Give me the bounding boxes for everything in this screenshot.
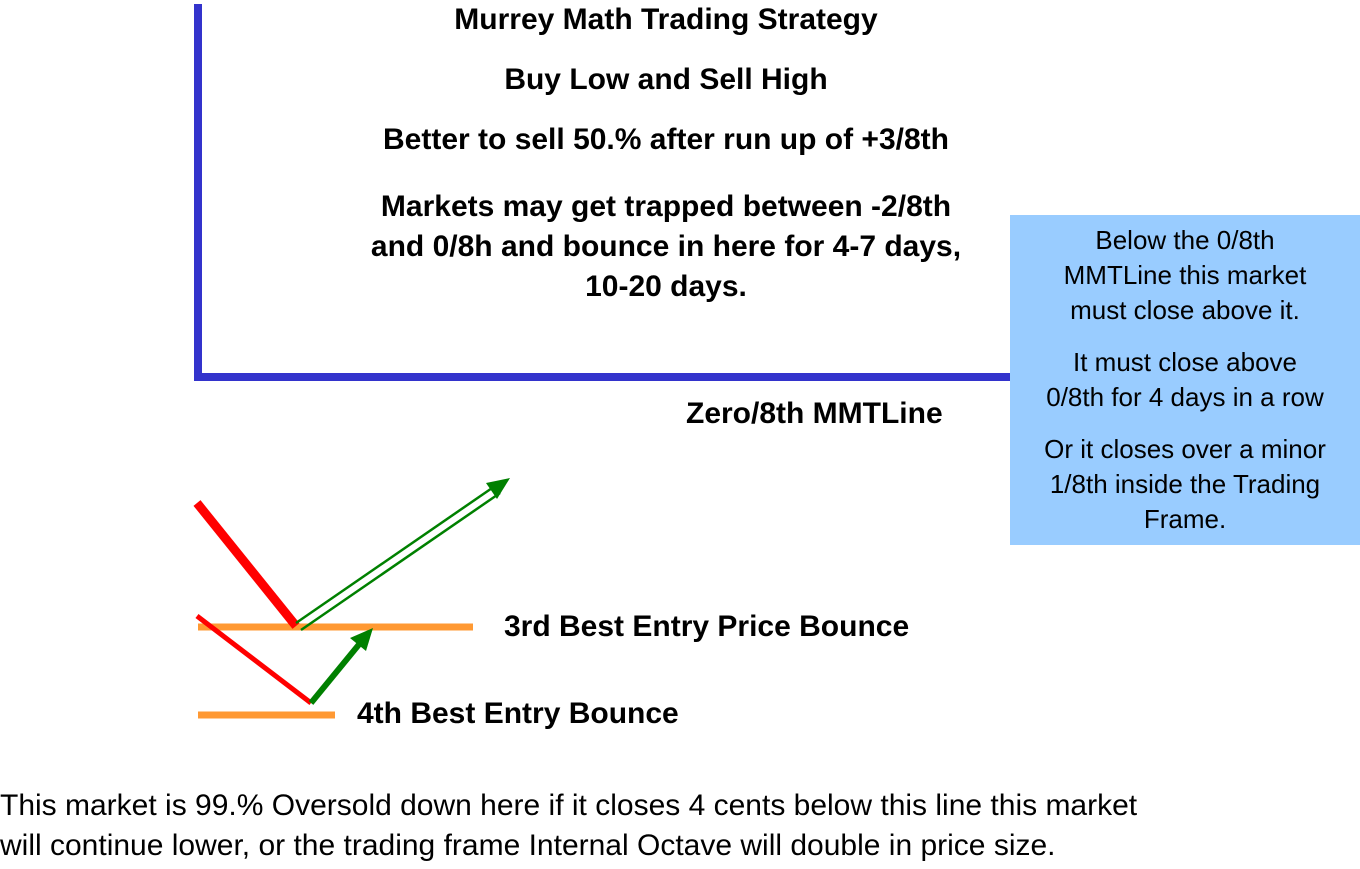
info-paragraph: Or it closes over a minor 1/8th inside t…: [1010, 432, 1360, 537]
info-line: must close above it.: [1070, 295, 1300, 325]
info-paragraph: Below the 0/8th MMTLine this market must…: [1010, 223, 1360, 328]
sell-advice-text: Better to sell 50.% after run up of +3/8…: [383, 123, 949, 156]
info-paragraph: It must close above 0/8th for 4 days in …: [1010, 345, 1360, 415]
diagram-subtitle: Buy Low and Sell High: [504, 63, 828, 96]
info-line: 1/8th inside the Trading: [1049, 469, 1321, 499]
info-line: Frame.: [1143, 504, 1227, 534]
info-line: MMTLine this market: [1063, 260, 1307, 290]
zero-line-label: Zero/8th MMTLine: [686, 397, 943, 430]
footer-line: This market is 99.% Oversold down here i…: [0, 789, 1138, 822]
info-line: Or it closes over a minor: [1044, 434, 1326, 464]
down-move-thick: [193, 500, 300, 629]
info-line: It must close above: [1073, 347, 1297, 377]
trap-note-line: Markets may get trapped between -2/8th: [380, 190, 952, 223]
up-arrow-short: [308, 628, 373, 705]
trap-note-line: 10-20 days.: [585, 270, 747, 303]
trap-note: Markets may get trapped between -2/8th a…: [316, 187, 1016, 307]
info-box: Below the 0/8th MMTLine this market must…: [1010, 215, 1360, 545]
info-line: 0/8th for 4 days in a row: [1046, 382, 1324, 412]
up-arrow-long: [295, 478, 510, 632]
trap-note-line: and 0/8h and bounce in here for 4-7 days…: [370, 230, 962, 263]
fourth-entry-label: 4th Best Entry Bounce: [357, 697, 679, 730]
third-entry-label: 3rd Best Entry Price Bounce: [504, 610, 910, 643]
diagram-title: Murrey Math Trading Strategy: [454, 3, 878, 36]
footer-note: This market is 99.% Oversold down here i…: [0, 786, 1360, 866]
info-line: Below the 0/8th: [1095, 225, 1275, 255]
footer-line: will continue lower, or the trading fram…: [0, 829, 1056, 862]
down-move-thin: [195, 614, 313, 705]
